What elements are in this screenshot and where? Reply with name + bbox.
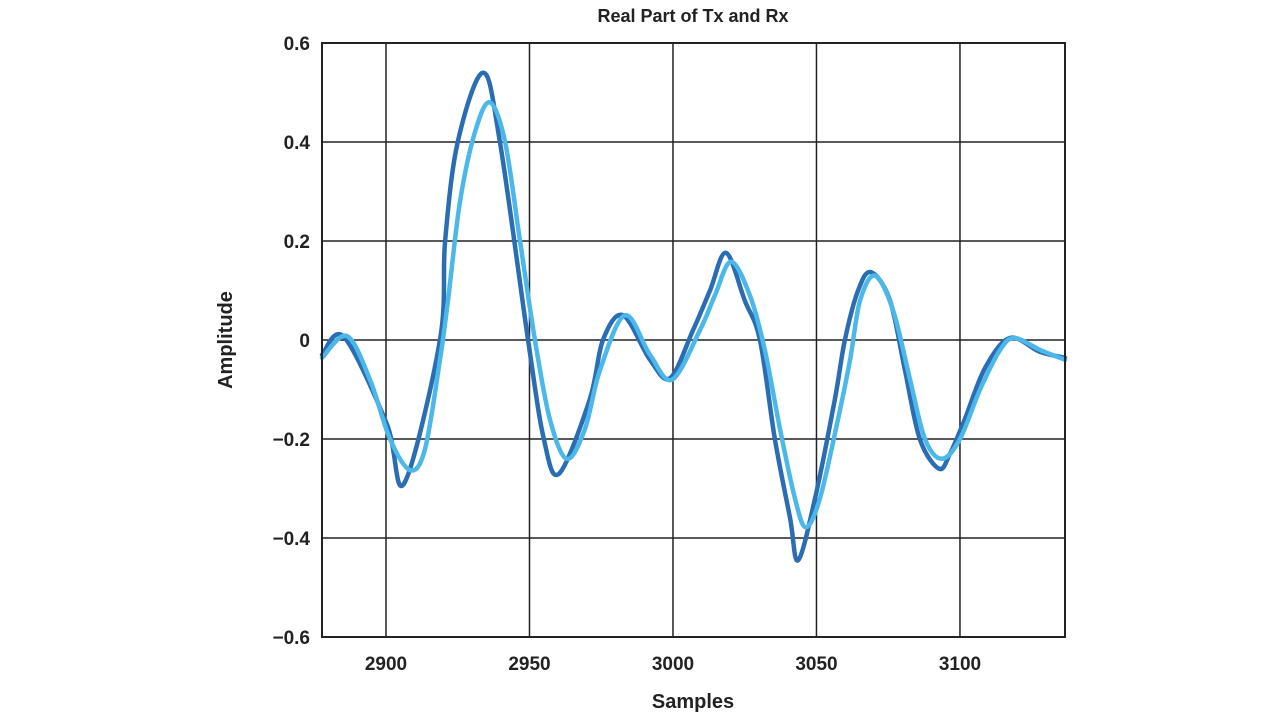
chart-title: Real Part of Tx and Rx <box>597 6 788 26</box>
y-tick-label: 0.6 <box>284 34 310 55</box>
y-tick-labels: 0.6 0.4 0.2 0 −0.2 −0.4 −0.6 <box>272 34 310 649</box>
rx-series-line <box>319 100 1068 530</box>
y-tick-label: −0.2 <box>272 430 310 451</box>
x-tick-labels: 2900 2950 3000 3050 3100 <box>365 654 981 675</box>
x-axis-label: Samples <box>652 691 734 713</box>
y-tick-label: 0.4 <box>284 133 311 154</box>
y-tick-label: 0 <box>299 331 310 352</box>
plot-frame <box>321 42 1066 638</box>
y-tick-label: 0.2 <box>284 232 310 253</box>
y-tick-label: −0.6 <box>272 628 310 649</box>
y-tick-label: −0.4 <box>272 529 310 550</box>
series-lines <box>319 70 1068 563</box>
x-tick-label: 2900 <box>365 654 407 675</box>
x-tick-label: 2950 <box>508 654 550 675</box>
y-axis-label: Amplitude <box>215 291 237 389</box>
x-tick-label: 3100 <box>939 654 981 675</box>
tx-series-line <box>319 70 1068 563</box>
x-tick-label: 3050 <box>795 654 837 675</box>
x-tick-label: 3000 <box>652 654 694 675</box>
